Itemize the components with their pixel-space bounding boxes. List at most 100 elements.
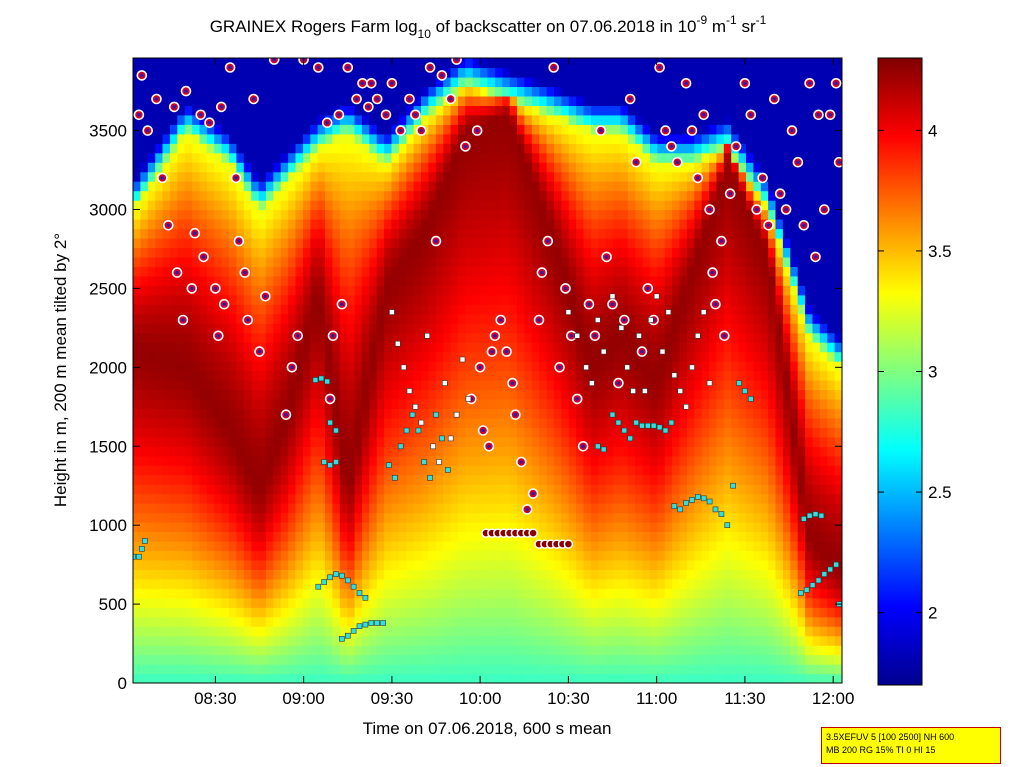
field-cell [192, 152, 201, 163]
field-cell [310, 370, 319, 381]
field-cell [539, 304, 548, 315]
field-cell [642, 105, 651, 116]
field-cell [310, 342, 319, 353]
field-cell [554, 86, 562, 97]
field-cell [265, 162, 274, 173]
field-cell [236, 76, 245, 87]
field-cell [598, 541, 607, 552]
field-cell [531, 436, 540, 447]
field-cell [539, 493, 548, 504]
field-cell [199, 323, 208, 334]
field-cell [288, 332, 297, 343]
field-cell [487, 190, 496, 201]
field-cell [428, 200, 437, 211]
field-cell [465, 58, 474, 69]
field-cell [361, 361, 370, 372]
field-cell [458, 474, 466, 485]
field-cell [302, 200, 311, 211]
field-cell [657, 304, 666, 315]
field-cell [184, 162, 193, 173]
field-cell [598, 190, 607, 201]
field-cell [450, 133, 459, 144]
field-cell [590, 143, 599, 154]
field-cell [480, 474, 489, 485]
field-cell [590, 645, 599, 656]
field-cell [613, 76, 622, 87]
field-cell [539, 209, 548, 220]
field-cell [524, 522, 533, 533]
field-cell [672, 541, 681, 552]
field-cell [214, 559, 223, 570]
field-cell [421, 275, 429, 286]
field-cell [229, 323, 237, 334]
field-cell [265, 237, 274, 248]
field-cell [133, 275, 141, 286]
field-cell [605, 190, 614, 201]
field-cell [169, 114, 178, 125]
field-cell [590, 114, 599, 125]
field-cell [576, 152, 585, 163]
field-cell [214, 654, 223, 665]
field-cell [679, 503, 688, 514]
field-cell [613, 607, 622, 618]
field-cell [162, 493, 171, 504]
field-cell [605, 152, 614, 163]
field-cell [546, 114, 555, 125]
field-cell [376, 654, 385, 665]
field-cell [361, 114, 370, 125]
field-cell [672, 522, 681, 533]
field-cell [169, 588, 178, 599]
field-cell [140, 569, 149, 580]
field-cell [133, 237, 141, 248]
field-cell [546, 626, 555, 637]
field-cell [561, 522, 570, 533]
field-cell [325, 370, 333, 381]
field-cell [347, 285, 356, 296]
field-cell [140, 313, 149, 324]
field-cell [376, 417, 385, 428]
field-cell [354, 427, 363, 438]
field-cell [517, 247, 525, 258]
field-cell [192, 380, 201, 391]
field-cell [657, 256, 666, 267]
field-cell [435, 408, 444, 419]
field-cell [288, 531, 297, 542]
field-cell [243, 190, 252, 201]
field-cell [398, 559, 407, 570]
field-cell [421, 162, 429, 173]
field-cell [354, 313, 363, 324]
field-cell [465, 275, 474, 286]
field-cell [450, 124, 459, 135]
field-cell [435, 285, 444, 296]
field-cell [583, 76, 592, 87]
field-cell [310, 237, 319, 248]
field-cell [199, 493, 208, 504]
field-cell [458, 493, 466, 504]
field-cell [288, 304, 297, 315]
field-cell [295, 541, 304, 552]
field-cell [679, 380, 688, 391]
field-cell [458, 588, 466, 599]
field-cell [317, 597, 326, 608]
field-cell [251, 389, 260, 400]
field-cell [236, 673, 245, 683]
field-cell [133, 389, 141, 400]
field-cell [273, 152, 282, 163]
field-cell [295, 124, 304, 135]
field-cell [251, 228, 260, 239]
field-cell [273, 162, 282, 173]
field-cell [376, 181, 385, 192]
field-cell [568, 493, 577, 504]
field-cell [642, 266, 651, 277]
field-cell [664, 67, 673, 78]
field-cell [546, 436, 555, 447]
field-cell [155, 578, 164, 589]
field-cell [391, 465, 400, 476]
field-cell [509, 474, 518, 485]
field-cell [458, 237, 466, 248]
field-cell [428, 105, 437, 116]
field-cell [627, 342, 636, 353]
field-cell [517, 503, 525, 514]
field-cell [376, 190, 385, 201]
field-cell [310, 484, 319, 495]
